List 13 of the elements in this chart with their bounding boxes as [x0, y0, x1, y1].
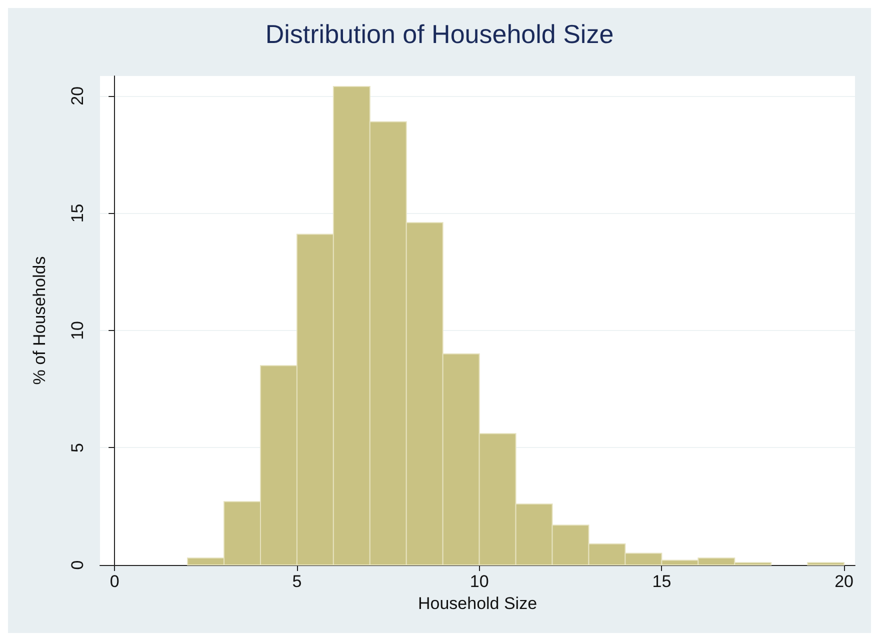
y-tick-label: 15	[68, 204, 87, 223]
y-tick-label: 0	[68, 560, 87, 570]
chart-title: Distribution of Household Size	[265, 19, 614, 49]
x-tick-label: 5	[292, 572, 302, 591]
x-tick-label: 20	[834, 572, 854, 591]
x-tick-label: 15	[652, 572, 672, 591]
x-tick-label: 10	[470, 572, 489, 591]
x-axis-title: Household Size	[418, 594, 538, 613]
y-tick-label: 10	[68, 321, 87, 340]
x-tick-label: 0	[110, 572, 120, 591]
y-tick-label: 20	[68, 86, 87, 106]
y-tick-label: 5	[68, 443, 87, 452]
y-axis-title: % of Households	[30, 256, 49, 385]
